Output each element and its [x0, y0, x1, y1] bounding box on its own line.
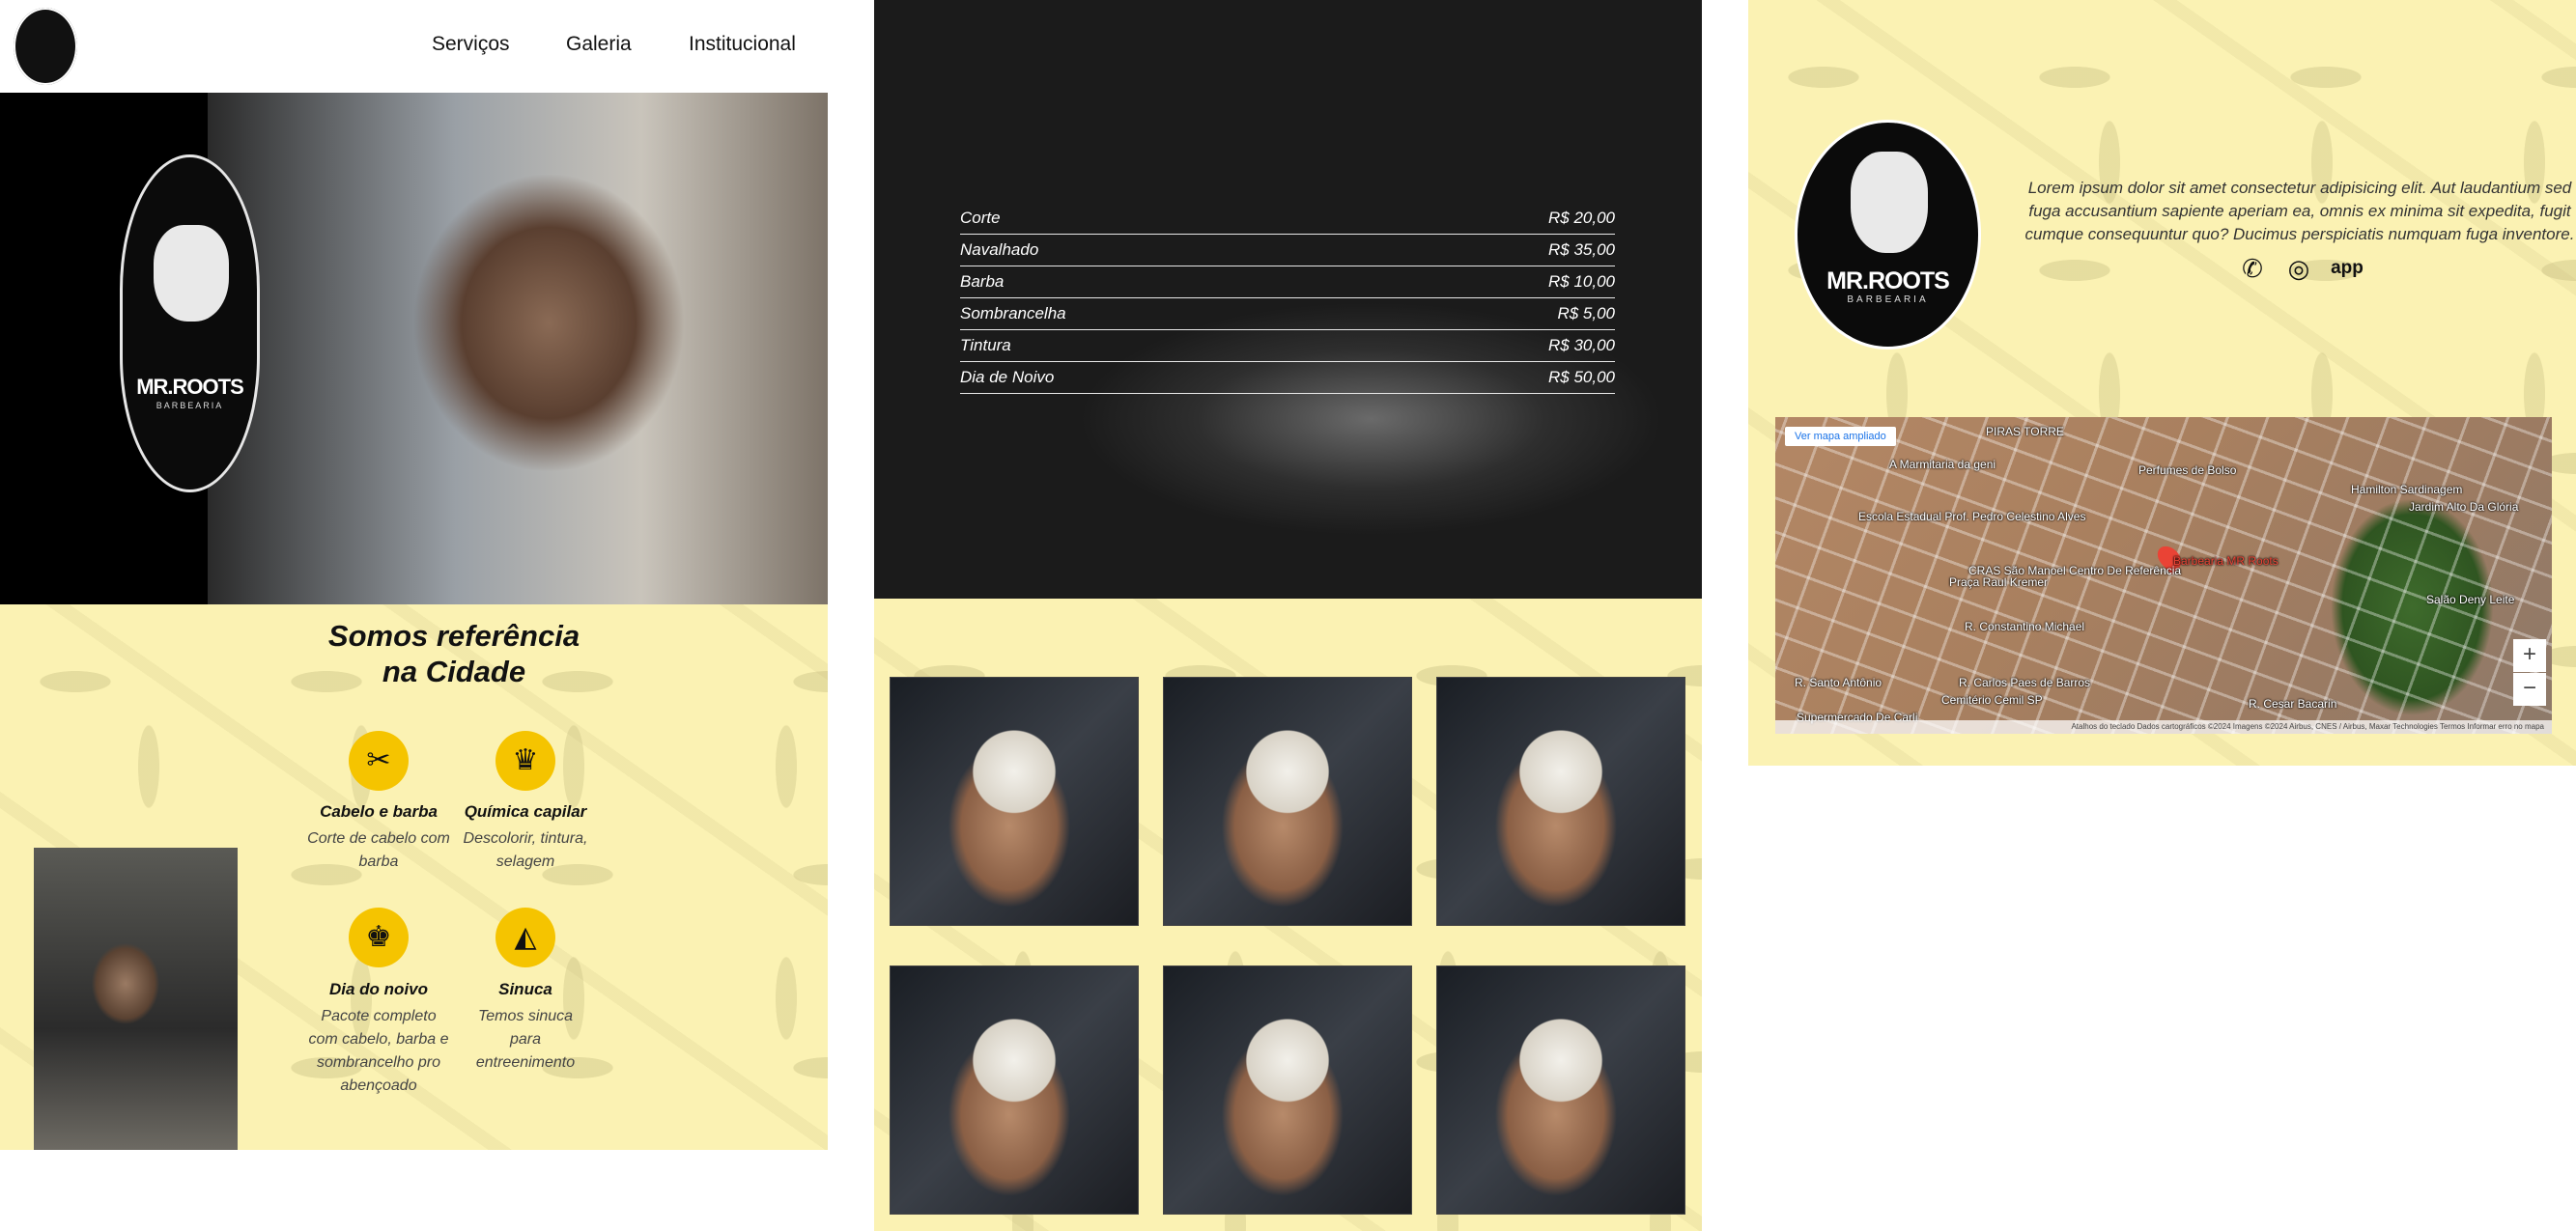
map-label: Escola Estadual Prof. Pedro Celestino Al… — [1858, 510, 2086, 523]
institutional-logo: MR.ROOTS BARBEARIA — [1795, 120, 1981, 350]
map-label: A Marmitaria da geni — [1889, 458, 1996, 471]
enlarge-map-button[interactable]: Ver mapa ampliado — [1785, 427, 1896, 446]
barber-side-photo — [34, 848, 238, 1150]
gallery-photo[interactable] — [1163, 677, 1412, 926]
zoom-in-button[interactable]: + — [2513, 639, 2546, 672]
price-row: Navalhado R$ 35,00 — [960, 235, 1615, 266]
barber-icon: ✂ — [349, 731, 409, 791]
map-label: CRAS São Manoel Centro De Referência — [1968, 564, 2182, 577]
map-label: Cemitério Cemil SP — [1941, 693, 2043, 707]
price-row: Tintura R$ 30,00 — [960, 330, 1615, 362]
gallery-photo[interactable] — [1163, 965, 1412, 1215]
map-label: Perfumes de Bolso — [2138, 463, 2237, 477]
skull-icon — [154, 225, 229, 322]
gallery-photo[interactable] — [1436, 677, 1685, 926]
groom-icon: ♚ — [349, 908, 409, 967]
gallery-photo[interactable] — [1436, 965, 1685, 1215]
service-desc: Temos sinuca para entreenimento — [475, 1008, 576, 1071]
service-title: Cabelo e barba — [320, 802, 438, 821]
service-desc: Corte de cabelo com barba — [307, 830, 450, 870]
price-row: Sombrancelha R$ 5,00 — [960, 298, 1615, 330]
location-map[interactable]: Ver mapa ampliado PIRAS TORRE A Marmitar… — [1775, 417, 2552, 734]
price-row: Dia de Noivo R$ 50,00 — [960, 362, 1615, 394]
service-desc: Descolorir, tintura, selagem — [463, 830, 588, 870]
map-label: R. Cesar Bacarin — [2249, 697, 2337, 711]
institutional-logo-subtitle: BARBEARIA — [1847, 294, 1929, 305]
hero-photo — [208, 93, 828, 604]
service-title: Química capilar — [464, 802, 587, 821]
billiards-icon: ◭ — [495, 908, 555, 967]
service-title: Sinuca — [498, 980, 552, 998]
skull-icon — [1851, 152, 1928, 253]
hero-logo: MR.ROOTS BARBEARIA — [120, 154, 260, 492]
hair-chemical-icon: ♛ — [495, 731, 555, 791]
map-label: Salão Deny Leite — [2426, 593, 2515, 606]
service-desc: Pacote completo com cabelo, barba e somb… — [308, 1008, 449, 1094]
map-label: Barbearia MR Roots — [2173, 554, 2279, 568]
gallery-photo[interactable] — [890, 677, 1139, 926]
price-table-section — [874, 0, 1702, 599]
map-label: PIRAS TORRE — [1986, 425, 2064, 438]
map-footer: Atalhos do teclado Dados cartográficos ©… — [1775, 720, 2552, 734]
instagram-icon[interactable]: ◎ — [2287, 254, 2310, 283]
price-row: Barba R$ 10,00 — [960, 266, 1615, 298]
map-label: R. Carlos Paes de Barros — [1959, 676, 2091, 689]
nav-link-servicos[interactable]: Serviços — [432, 33, 510, 55]
map-label: R. Santo Antônio — [1795, 676, 1882, 689]
app-link[interactable]: app — [2331, 258, 2364, 278]
institutional-text: Lorem ipsum dolor sit amet consectetur a… — [2024, 179, 2575, 243]
map-label: Jardim Alto Da Glória — [2409, 500, 2519, 514]
about-title: Somos referência na Cidade — [327, 619, 580, 688]
nav-link-institucional[interactable]: Institucional — [689, 33, 796, 55]
nav-logo[interactable] — [14, 8, 77, 85]
hero-banner: MR.ROOTS BARBEARIA — [0, 93, 828, 604]
nav-link-galeria[interactable]: Galeria — [566, 33, 632, 55]
whatsapp-icon[interactable]: ✆ — [2242, 254, 2263, 283]
map-label: Praça Raul Kremer — [1949, 575, 2049, 589]
map-label: Hamilton Sardinagem — [2351, 483, 2463, 496]
service-title: Dia do noivo — [329, 980, 428, 998]
gallery-photo[interactable] — [890, 965, 1139, 1215]
price-row: Corte R$ 20,00 — [960, 203, 1615, 235]
zoom-out-button[interactable]: − — [2513, 673, 2546, 706]
institutional-logo-text: MR.ROOTS — [1826, 267, 1950, 294]
hero-logo-text: MR.ROOTS — [136, 375, 244, 399]
hero-logo-subtitle: BARBEARIA — [156, 401, 224, 410]
map-label: R. Constantino Michael — [1965, 620, 2085, 633]
